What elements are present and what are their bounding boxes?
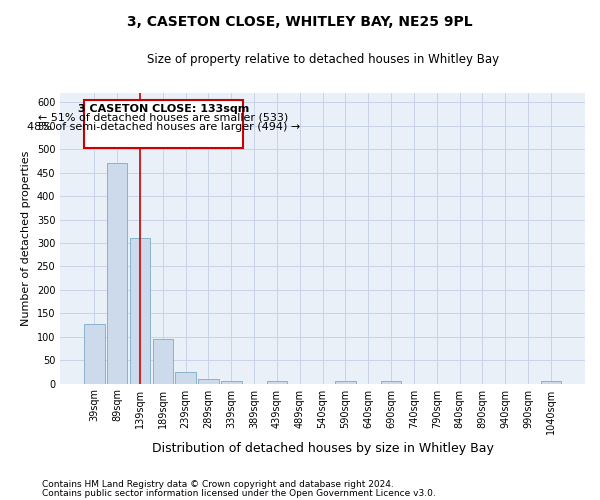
Bar bbox=[381, 381, 401, 384]
Text: 3 CASETON CLOSE: 133sqm: 3 CASETON CLOSE: 133sqm bbox=[78, 104, 249, 114]
Bar bbox=[175, 372, 196, 384]
Y-axis label: Number of detached properties: Number of detached properties bbox=[21, 150, 31, 326]
Text: Contains public sector information licensed under the Open Government Licence v3: Contains public sector information licen… bbox=[42, 490, 436, 498]
Bar bbox=[130, 238, 150, 384]
Bar bbox=[84, 324, 104, 384]
Bar bbox=[107, 164, 127, 384]
X-axis label: Distribution of detached houses by size in Whitley Bay: Distribution of detached houses by size … bbox=[152, 442, 494, 455]
Text: Contains HM Land Registry data © Crown copyright and database right 2024.: Contains HM Land Registry data © Crown c… bbox=[42, 480, 394, 489]
Text: 48% of semi-detached houses are larger (494) →: 48% of semi-detached houses are larger (… bbox=[27, 122, 300, 132]
FancyBboxPatch shape bbox=[84, 100, 243, 148]
Title: Size of property relative to detached houses in Whitley Bay: Size of property relative to detached ho… bbox=[146, 52, 499, 66]
Bar bbox=[152, 338, 173, 384]
Bar bbox=[221, 381, 242, 384]
Bar bbox=[198, 379, 219, 384]
Text: ← 51% of detached houses are smaller (533): ← 51% of detached houses are smaller (53… bbox=[38, 112, 289, 122]
Text: 3, CASETON CLOSE, WHITLEY BAY, NE25 9PL: 3, CASETON CLOSE, WHITLEY BAY, NE25 9PL bbox=[127, 15, 473, 29]
Bar bbox=[335, 381, 356, 384]
Bar bbox=[541, 381, 561, 384]
Bar bbox=[266, 381, 287, 384]
